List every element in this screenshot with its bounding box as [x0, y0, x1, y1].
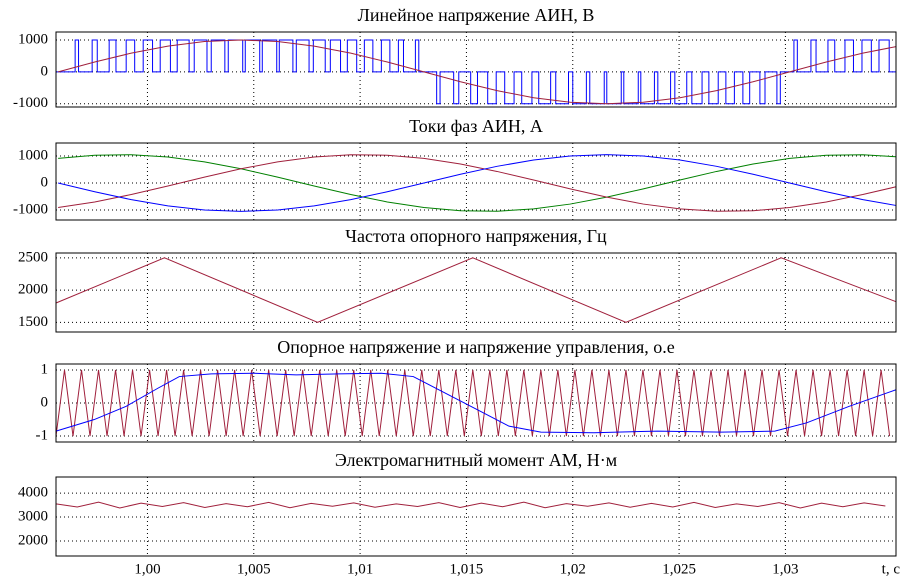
y-tick-label: 0: [41, 394, 49, 410]
line-series: [55, 257, 897, 323]
y-tick-label: -1000: [13, 201, 48, 217]
y-tick-label: 1500: [18, 314, 48, 330]
y-tick-label: 2500: [18, 249, 48, 265]
line-series: [56, 39, 896, 105]
y-tick-label: 2000: [18, 532, 48, 548]
x-tick-label: 1,00: [134, 561, 160, 577]
chart-title: Опорное напряжение и напряжение управлен…: [277, 337, 674, 357]
y-tick-label: 1000: [18, 31, 48, 47]
plot-frame: [55, 142, 897, 221]
y-tick-label: -1: [36, 427, 49, 443]
chart-title: Электромагнитный момент АМ, Н·м: [335, 450, 617, 470]
plot-frame: [55, 252, 897, 333]
line-series: [55, 501, 886, 509]
y-tick-label: -1000: [13, 95, 48, 111]
line-series: [55, 372, 897, 434]
y-tick-label: 0: [41, 174, 49, 190]
line-series: [57, 39, 897, 105]
y-tick-label: 1000: [18, 147, 48, 163]
plot-frame: [55, 476, 897, 557]
y-tick-label: 1: [41, 361, 49, 377]
y-tick-label: 3000: [18, 508, 48, 524]
chart-title: Линейное напряжение АИН, В: [358, 5, 595, 25]
y-tick-label: 2000: [18, 282, 48, 298]
plot-frame: [55, 31, 897, 108]
line-series: [55, 369, 891, 437]
x-tick-label: 1,02: [560, 561, 586, 577]
chart-title: Токи фаз АИН, А: [409, 116, 543, 136]
x-tick-label: 1,025: [662, 561, 696, 577]
plot-frame: [55, 363, 897, 443]
x-tick-label: 1,005: [237, 561, 271, 577]
line-series: [58, 154, 897, 212]
line-series: [58, 154, 897, 212]
x-tick-label: 1,03: [772, 561, 798, 577]
x-axis-label: t, c: [882, 561, 901, 577]
line-series: [58, 154, 897, 212]
y-tick-label: 4000: [18, 485, 48, 501]
chart-title: Частота опорного напряжения, Гц: [345, 226, 607, 246]
x-tick-label: 1,015: [450, 561, 484, 577]
x-tick-label: 1,01: [347, 561, 373, 577]
y-tick-label: 0: [41, 63, 49, 79]
